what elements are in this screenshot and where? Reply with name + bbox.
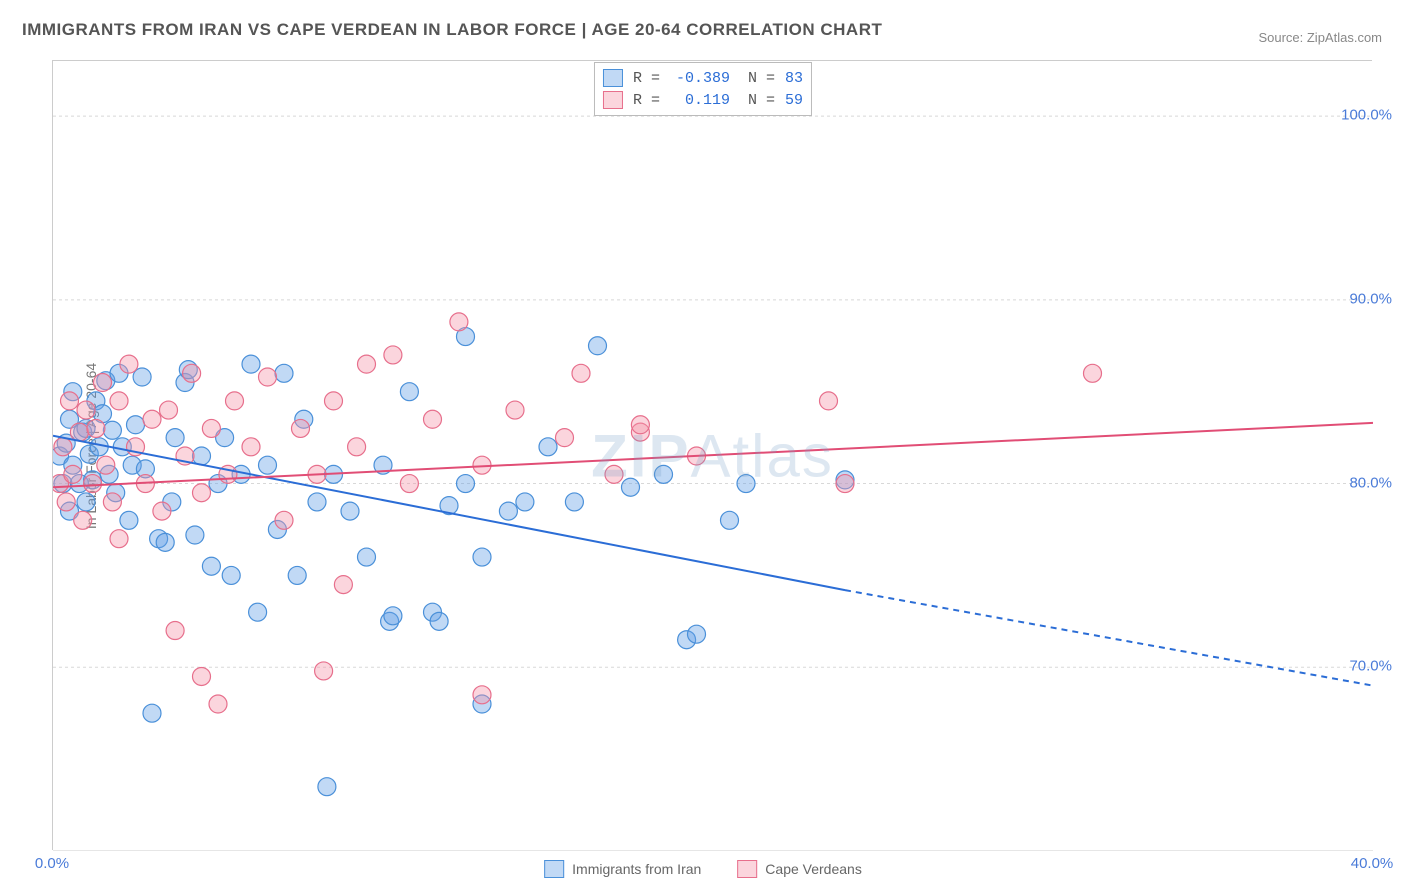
swatch-iran <box>603 69 623 87</box>
y-tick-label: 80.0% <box>1349 474 1392 491</box>
source-label: Source: ZipAtlas.com <box>1258 30 1382 45</box>
n-label: N = <box>748 70 775 87</box>
series-legend: Immigrants from Iran Cape Verdeans <box>544 860 862 878</box>
legend-label-capeverdean: Cape Verdeans <box>765 861 862 877</box>
swatch-iran <box>544 860 564 878</box>
legend-label-iran: Immigrants from Iran <box>572 861 701 877</box>
scatter-plot-svg <box>53 61 1373 851</box>
x-tick-label: 0.0% <box>35 855 69 872</box>
n-label: N = <box>748 92 775 109</box>
r-label: R = <box>633 70 660 87</box>
n-value-iran: 83 <box>785 70 803 87</box>
correlation-row-2: R = 0.119 N = 59 <box>603 89 803 111</box>
n-value-capeverdean: 59 <box>785 92 803 109</box>
r-value-iran: -0.389 <box>670 70 730 87</box>
swatch-capeverdean <box>603 91 623 109</box>
y-tick-label: 100.0% <box>1341 107 1392 124</box>
y-tick-label: 90.0% <box>1349 290 1392 307</box>
chart-frame: ZIPAtlas <box>52 60 1372 850</box>
correlation-legend: R = -0.389 N = 83 R = 0.119 N = 59 <box>594 62 812 116</box>
correlation-row-1: R = -0.389 N = 83 <box>603 67 803 89</box>
legend-item-iran: Immigrants from Iran <box>544 860 701 878</box>
x-tick-label: 40.0% <box>1351 855 1394 872</box>
r-label: R = <box>633 92 660 109</box>
swatch-capeverdean <box>737 860 757 878</box>
r-value-capeverdean: 0.119 <box>670 92 730 109</box>
chart-title: IMMIGRANTS FROM IRAN VS CAPE VERDEAN IN … <box>22 20 882 40</box>
legend-item-capeverdean: Cape Verdeans <box>737 860 862 878</box>
y-tick-label: 70.0% <box>1349 658 1392 675</box>
